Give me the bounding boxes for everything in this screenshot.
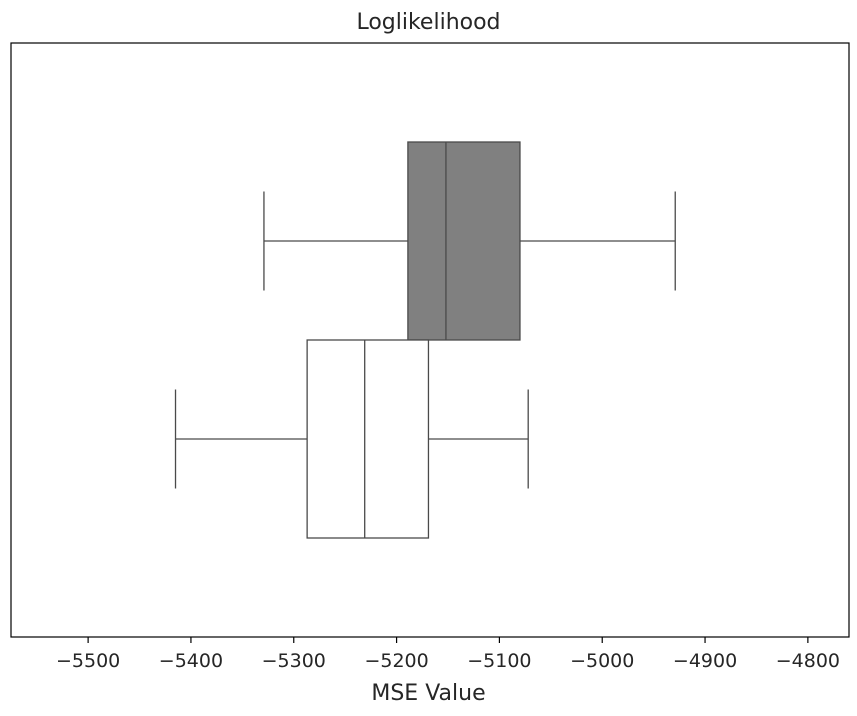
x-axis-label: MSE Value [371,681,485,706]
x-tick-label: −5000 [570,650,634,672]
box-1 [263,141,676,341]
boxes-layer [174,141,676,539]
x-tick-label: −5500 [56,650,120,672]
x-tick-label: −4800 [776,650,840,672]
box-iqr [306,339,430,539]
x-tick-label: −5300 [262,650,326,672]
x-tick-label: −4900 [673,650,737,672]
chart-title: Loglikelihood [356,10,500,35]
x-tick-label: −5200 [364,650,428,672]
x-tick-label: −5100 [467,650,531,672]
box-iqr [407,141,521,341]
x-tick-label: −5400 [159,650,223,672]
box-2 [174,339,529,539]
x-axis-ticks: −5500 −5400 −5300 −5200 −5100 −5000 −4900 −4800 [56,637,840,672]
